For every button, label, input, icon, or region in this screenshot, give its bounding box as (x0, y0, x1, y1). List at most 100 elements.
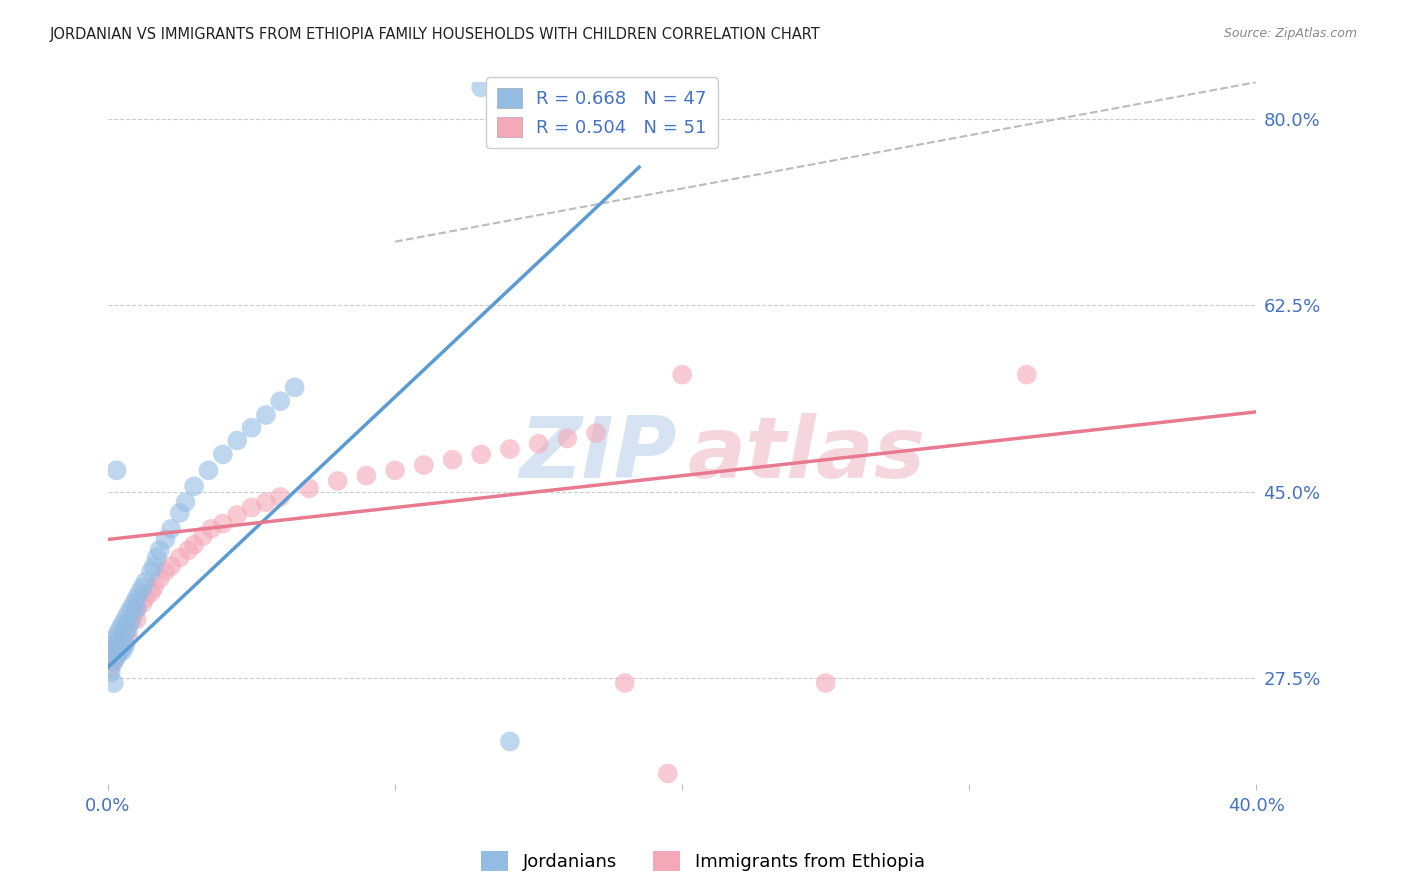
Point (169, 506, 191, 520)
Point (131, 580, 153, 594)
Point (356, 468, 378, 483)
Point (139, 585, 162, 599)
Point (183, 538, 205, 552)
Point (114, 635, 136, 649)
Point (105, 463, 128, 477)
Point (240, 500, 263, 515)
Point (269, 490, 291, 504)
Point (613, 676, 636, 690)
Point (160, 559, 183, 574)
Point (103, 676, 125, 690)
Legend: R = 0.668   N = 47, R = 0.504   N = 51: R = 0.668 N = 47, R = 0.504 N = 51 (486, 77, 717, 147)
Point (134, 574, 156, 589)
Point (111, 639, 134, 653)
Point (103, 644, 125, 658)
Point (122, 607, 145, 621)
Point (122, 596, 145, 610)
Point (114, 612, 136, 626)
Point (149, 572, 172, 586)
Point (499, 442, 522, 456)
Point (149, 543, 172, 558)
Point (240, 421, 263, 435)
Point (125, 591, 148, 605)
Point (108, 623, 131, 637)
Point (128, 585, 150, 599)
Point (671, 368, 693, 382)
Point (139, 565, 162, 579)
Point (146, 550, 169, 565)
Point (174, 495, 197, 509)
Point (211, 516, 233, 531)
Point (108, 644, 131, 658)
Point (441, 452, 464, 467)
Point (111, 628, 134, 642)
Point (200, 522, 222, 536)
Point (814, 676, 837, 690)
Point (657, 766, 679, 780)
Point (499, 734, 522, 748)
Point (269, 394, 291, 409)
Point (100, 660, 122, 674)
Point (183, 479, 205, 493)
Point (114, 639, 136, 653)
Point (384, 463, 406, 477)
Point (108, 644, 131, 658)
Point (105, 639, 128, 653)
Point (103, 633, 125, 648)
Point (105, 649, 128, 664)
Point (105, 628, 128, 642)
Point (117, 607, 139, 621)
Point (100, 665, 122, 680)
Point (105, 639, 128, 653)
Point (120, 612, 142, 626)
Point (103, 655, 125, 669)
Point (226, 508, 249, 522)
Point (117, 617, 139, 632)
Point (117, 630, 139, 644)
Point (111, 644, 134, 658)
Point (125, 612, 148, 626)
Point (585, 426, 607, 441)
Point (412, 458, 434, 472)
Point (105, 649, 128, 664)
Point (100, 649, 122, 664)
Point (254, 408, 277, 422)
Point (125, 601, 148, 615)
Point (557, 432, 579, 446)
Point (326, 474, 349, 488)
Point (100, 649, 122, 664)
Point (527, 436, 550, 450)
Point (111, 617, 134, 632)
Point (117, 623, 139, 637)
Point (254, 495, 277, 509)
Point (134, 591, 156, 605)
Point (111, 633, 134, 648)
Point (108, 633, 131, 648)
Text: Source: ZipAtlas.com: Source: ZipAtlas.com (1223, 27, 1357, 40)
Point (470, 80, 492, 95)
Point (197, 463, 219, 477)
Point (160, 522, 183, 536)
Point (114, 624, 136, 639)
Point (100, 639, 122, 653)
Point (284, 380, 307, 394)
Point (155, 565, 177, 579)
Point (226, 434, 249, 448)
Point (211, 447, 233, 461)
Point (103, 655, 125, 669)
Text: JORDANIAN VS IMMIGRANTS FROM ETHIOPIA FAMILY HOUSEHOLDS WITH CHILDREN CORRELATIO: JORDANIAN VS IMMIGRANTS FROM ETHIOPIA FA… (49, 27, 820, 42)
Legend: Jordanians, Immigrants from Ethiopia: Jordanians, Immigrants from Ethiopia (474, 844, 932, 879)
Point (191, 529, 214, 543)
Point (169, 550, 191, 565)
Point (103, 644, 125, 658)
Text: atlas: atlas (688, 413, 927, 496)
Point (177, 543, 200, 558)
Point (142, 559, 165, 574)
Point (155, 533, 177, 547)
Text: ZIP: ZIP (519, 413, 676, 496)
Point (142, 580, 165, 594)
Point (125, 601, 148, 615)
Point (298, 482, 321, 496)
Point (120, 615, 142, 629)
Point (120, 601, 142, 615)
